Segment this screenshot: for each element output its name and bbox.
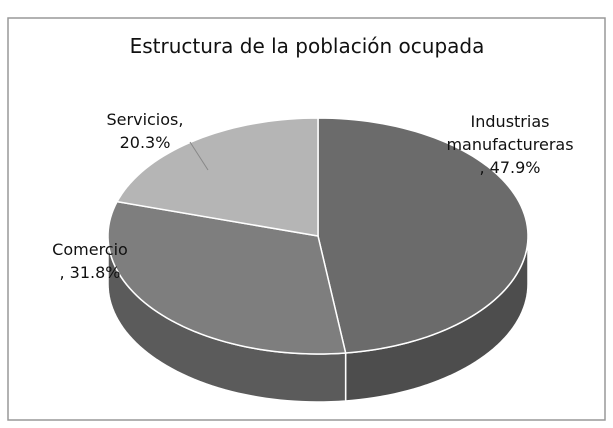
chart-title: Estructura de la población ocupada xyxy=(129,34,485,58)
pie xyxy=(107,117,529,403)
data-label: Industrias manufactureras , 47.9% xyxy=(410,110,610,179)
label-value: 20.3% xyxy=(119,133,171,152)
label-category: Servicios, xyxy=(106,110,184,129)
label-value: , 47.9% xyxy=(479,158,541,177)
pie-slice xyxy=(107,200,347,355)
label-value: , 31.8% xyxy=(59,263,121,282)
data-label: Servicios, 20.3% xyxy=(70,108,220,154)
pie-slice xyxy=(115,117,319,237)
pie-slice xyxy=(317,117,529,354)
data-label: Comercio , 31.8% xyxy=(30,238,150,284)
label-category: Industrias manufactureras xyxy=(446,112,574,154)
leader-line xyxy=(189,141,209,171)
label-category: Comercio xyxy=(52,240,128,259)
